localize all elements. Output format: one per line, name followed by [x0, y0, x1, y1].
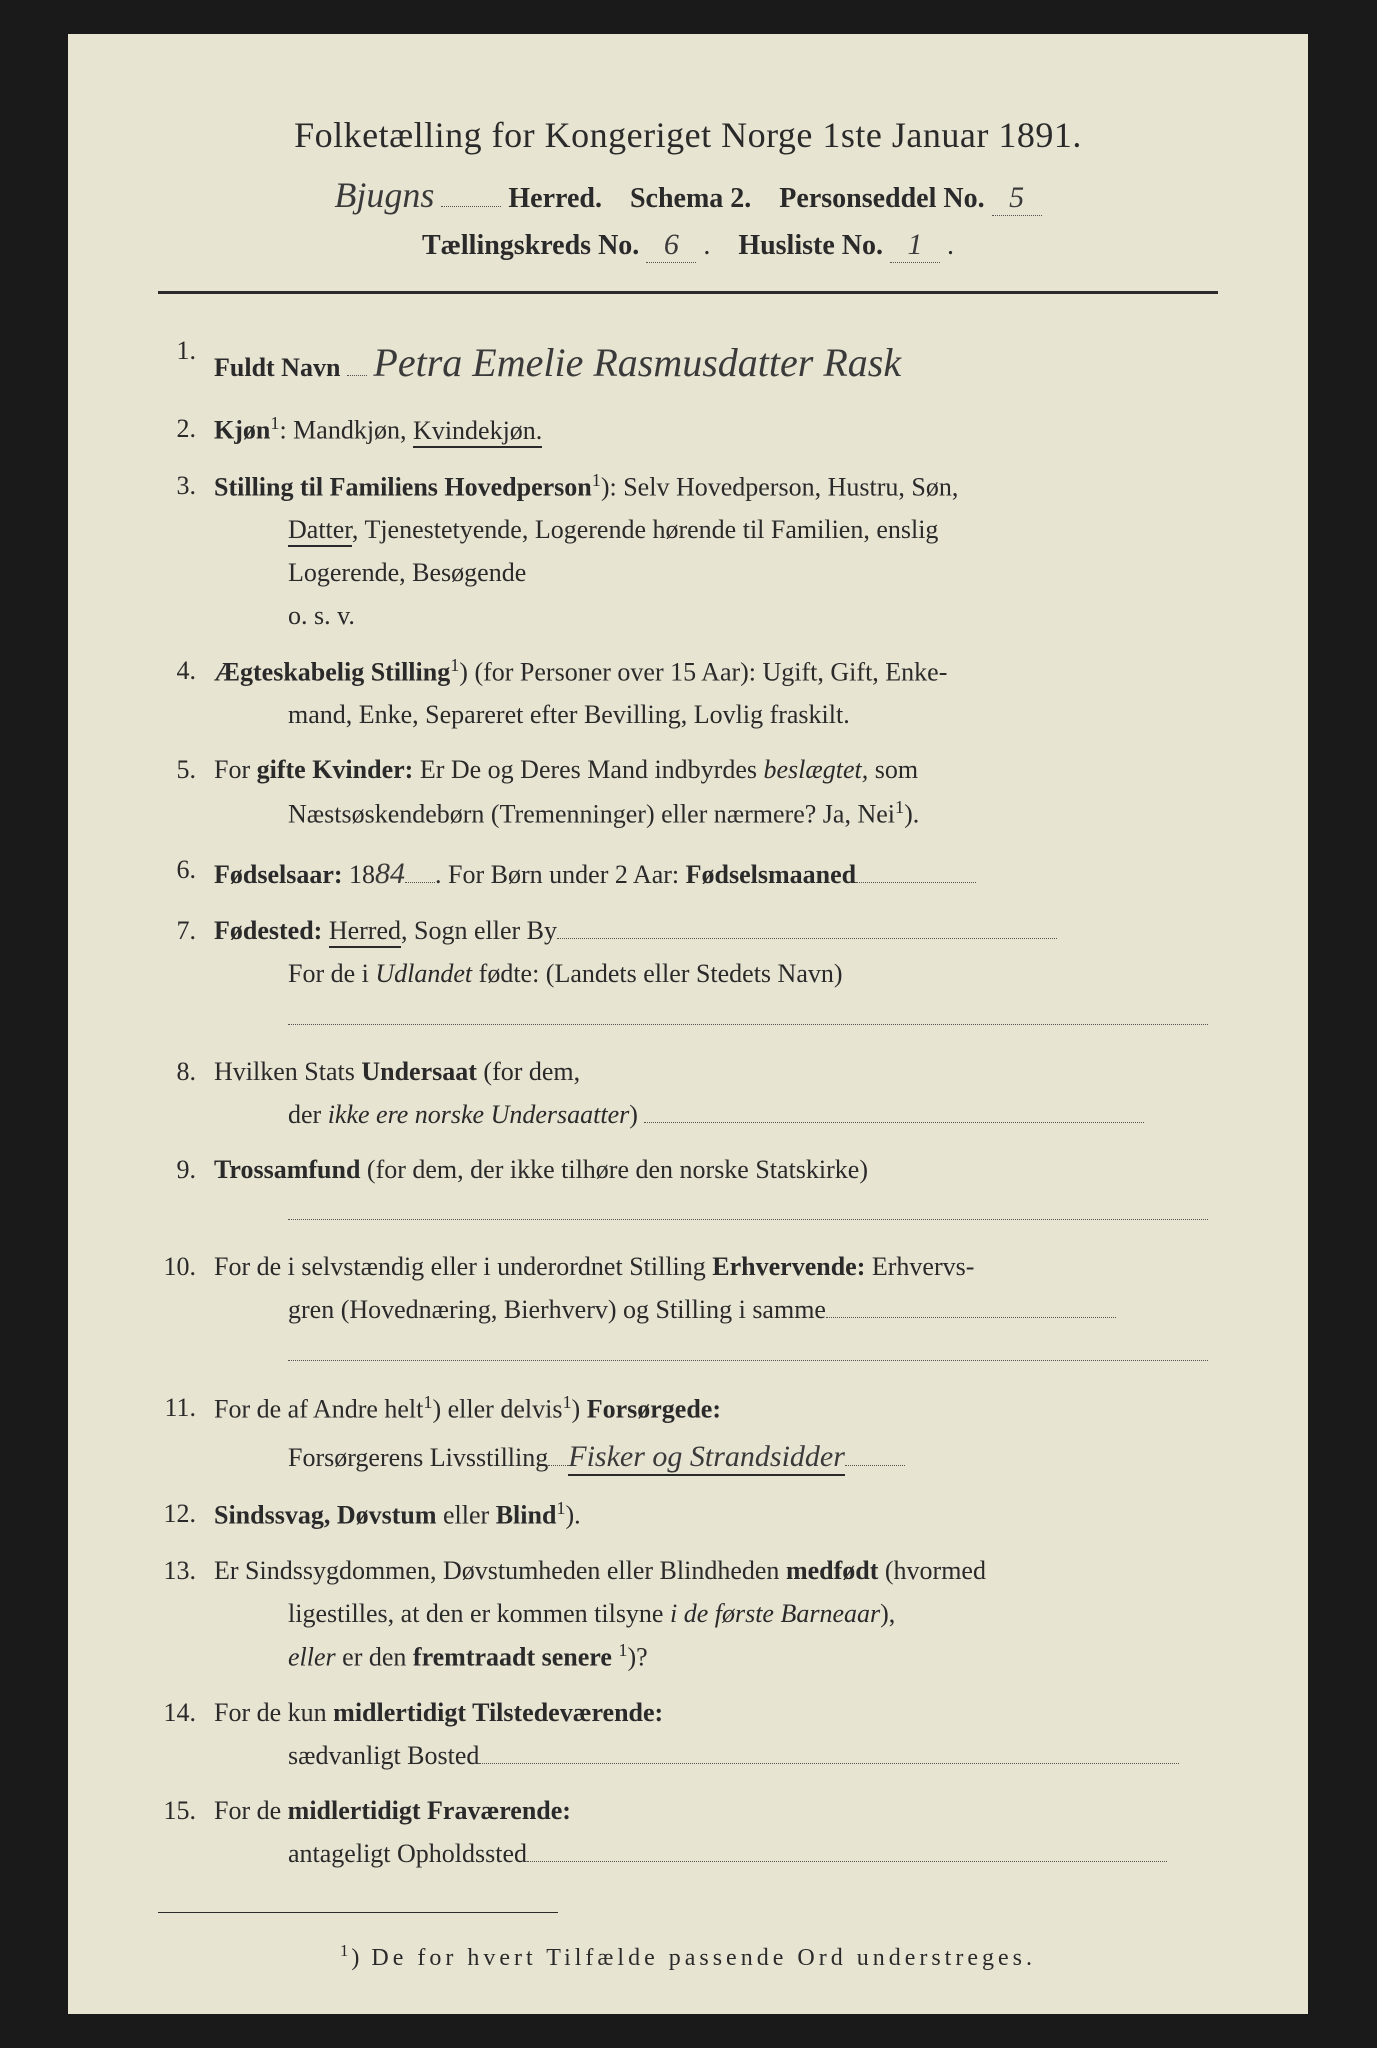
divider-top: [158, 291, 1218, 294]
q10-num: 10.: [158, 1246, 214, 1375]
q3-label: Stilling til Familiens Hovedperson: [214, 472, 592, 501]
q9-label: Trossamfund: [214, 1155, 360, 1184]
q2-selected: Kvindekjøn.: [413, 416, 542, 448]
q14-label: midlertidigt Tilstedeværende:: [333, 1698, 663, 1727]
census-form-page: Folketælling for Kongeriget Norge 1ste J…: [68, 34, 1308, 2014]
q11-handwritten: Fisker og Strandsidder: [568, 1440, 845, 1476]
q13-label: medfødt: [786, 1556, 878, 1585]
q1-handwritten: Petra Emelie Rasmusdatter Rask: [373, 340, 901, 385]
q11-num: 11.: [158, 1387, 214, 1481]
q8: 8. Hvilken Stats Undersaat (for dem, der…: [158, 1051, 1218, 1137]
q1: 1. Fuldt Navn Petra Emelie Rasmusdatter …: [158, 330, 1218, 396]
q5: 5. For gifte Kvinder: Er De og Deres Man…: [158, 749, 1218, 836]
q3-num: 3.: [158, 465, 214, 638]
q7-num: 7.: [158, 910, 214, 1039]
q6-label: Fødselsaar:: [214, 860, 343, 889]
q11-label: Forsørgede:: [587, 1395, 721, 1424]
q3-selected: Datter: [288, 515, 352, 547]
header-line-1: Bjugns Herred. Schema 2. Personseddel No…: [158, 174, 1218, 216]
q3: 3. Stilling til Familiens Hovedperson1):…: [158, 465, 1218, 638]
kreds-hw: 6: [664, 228, 679, 261]
q10: 10. For de i selvstændig eller i underor…: [158, 1246, 1218, 1375]
personseddel-hw: 5: [1009, 181, 1024, 214]
q6: 6. Fødselsaar: 1884. For Børn under 2 Aa…: [158, 849, 1218, 899]
q13-num: 13.: [158, 1550, 214, 1680]
q2-text: : Mandkjøn,: [279, 416, 413, 445]
personseddel-label: Personseddel No.: [779, 183, 984, 214]
q2-label: Kjøn: [214, 416, 270, 445]
q15-label: midlertidigt Fraværende:: [288, 1796, 571, 1825]
q2: 2. Kjøn1: Mandkjøn, Kvindekjøn.: [158, 408, 1218, 453]
q8-label: Undersaat: [361, 1057, 477, 1086]
page-title: Folketælling for Kongeriget Norge 1ste J…: [158, 114, 1218, 156]
q7-label: Fødested:: [214, 916, 322, 945]
q12: 12. Sindssvag, Døvstum eller Blind1).: [158, 1493, 1218, 1538]
q4-num: 4.: [158, 650, 214, 737]
q15: 15. For de midlertidigt Fraværende: anta…: [158, 1790, 1218, 1876]
header-line-2: Tællingskreds No. 6 . Husliste No. 1 .: [158, 228, 1218, 263]
husliste-hw: 1: [908, 228, 923, 261]
q9-num: 9.: [158, 1149, 214, 1235]
q15-num: 15.: [158, 1790, 214, 1876]
q6-label2: Fødselsmaaned: [686, 860, 856, 889]
q14: 14. For de kun midlertidigt Tilstedevære…: [158, 1692, 1218, 1778]
schema-label: Schema 2.: [630, 183, 751, 214]
husliste-label: Husliste No.: [738, 230, 883, 261]
q4-label: Ægteskabelig Stilling: [214, 657, 450, 686]
kreds-label: Tællingskreds No.: [422, 230, 639, 261]
q6-num: 6.: [158, 849, 214, 899]
q12-num: 12.: [158, 1493, 214, 1538]
q6-year-hw: 84: [375, 857, 405, 890]
q5-num: 5.: [158, 749, 214, 836]
q13: 13. Er Sindssygdommen, Døvstumheden elle…: [158, 1550, 1218, 1680]
q14-num: 14.: [158, 1692, 214, 1778]
q7-selected: Herred: [329, 916, 401, 948]
question-list: 1. Fuldt Navn Petra Emelie Rasmusdatter …: [158, 330, 1218, 1876]
q7: 7. Fødested: Herred, Sogn eller By For d…: [158, 910, 1218, 1039]
divider-bottom: [158, 1912, 558, 1913]
herred-handwritten: Bjugns: [334, 175, 434, 215]
q2-num: 2.: [158, 408, 214, 453]
q1-num: 1.: [158, 330, 214, 396]
q8-num: 8.: [158, 1051, 214, 1137]
q9: 9. Trossamfund (for dem, der ikke tilhør…: [158, 1149, 1218, 1235]
q11: 11. For de af Andre helt1) eller delvis1…: [158, 1387, 1218, 1481]
herred-label: Herred.: [508, 183, 602, 214]
q4: 4. Ægteskabelig Stilling1) (for Personer…: [158, 650, 1218, 737]
footnote: 1) De for hvert Tilfælde passende Ord un…: [158, 1941, 1218, 1972]
q1-label: Fuldt Navn: [214, 353, 340, 382]
q10-label: Erhvervende:: [712, 1252, 865, 1281]
q5-label: gifte Kvinder:: [257, 755, 414, 784]
q12-label: Sindssvag, Døvstum: [214, 1501, 437, 1530]
